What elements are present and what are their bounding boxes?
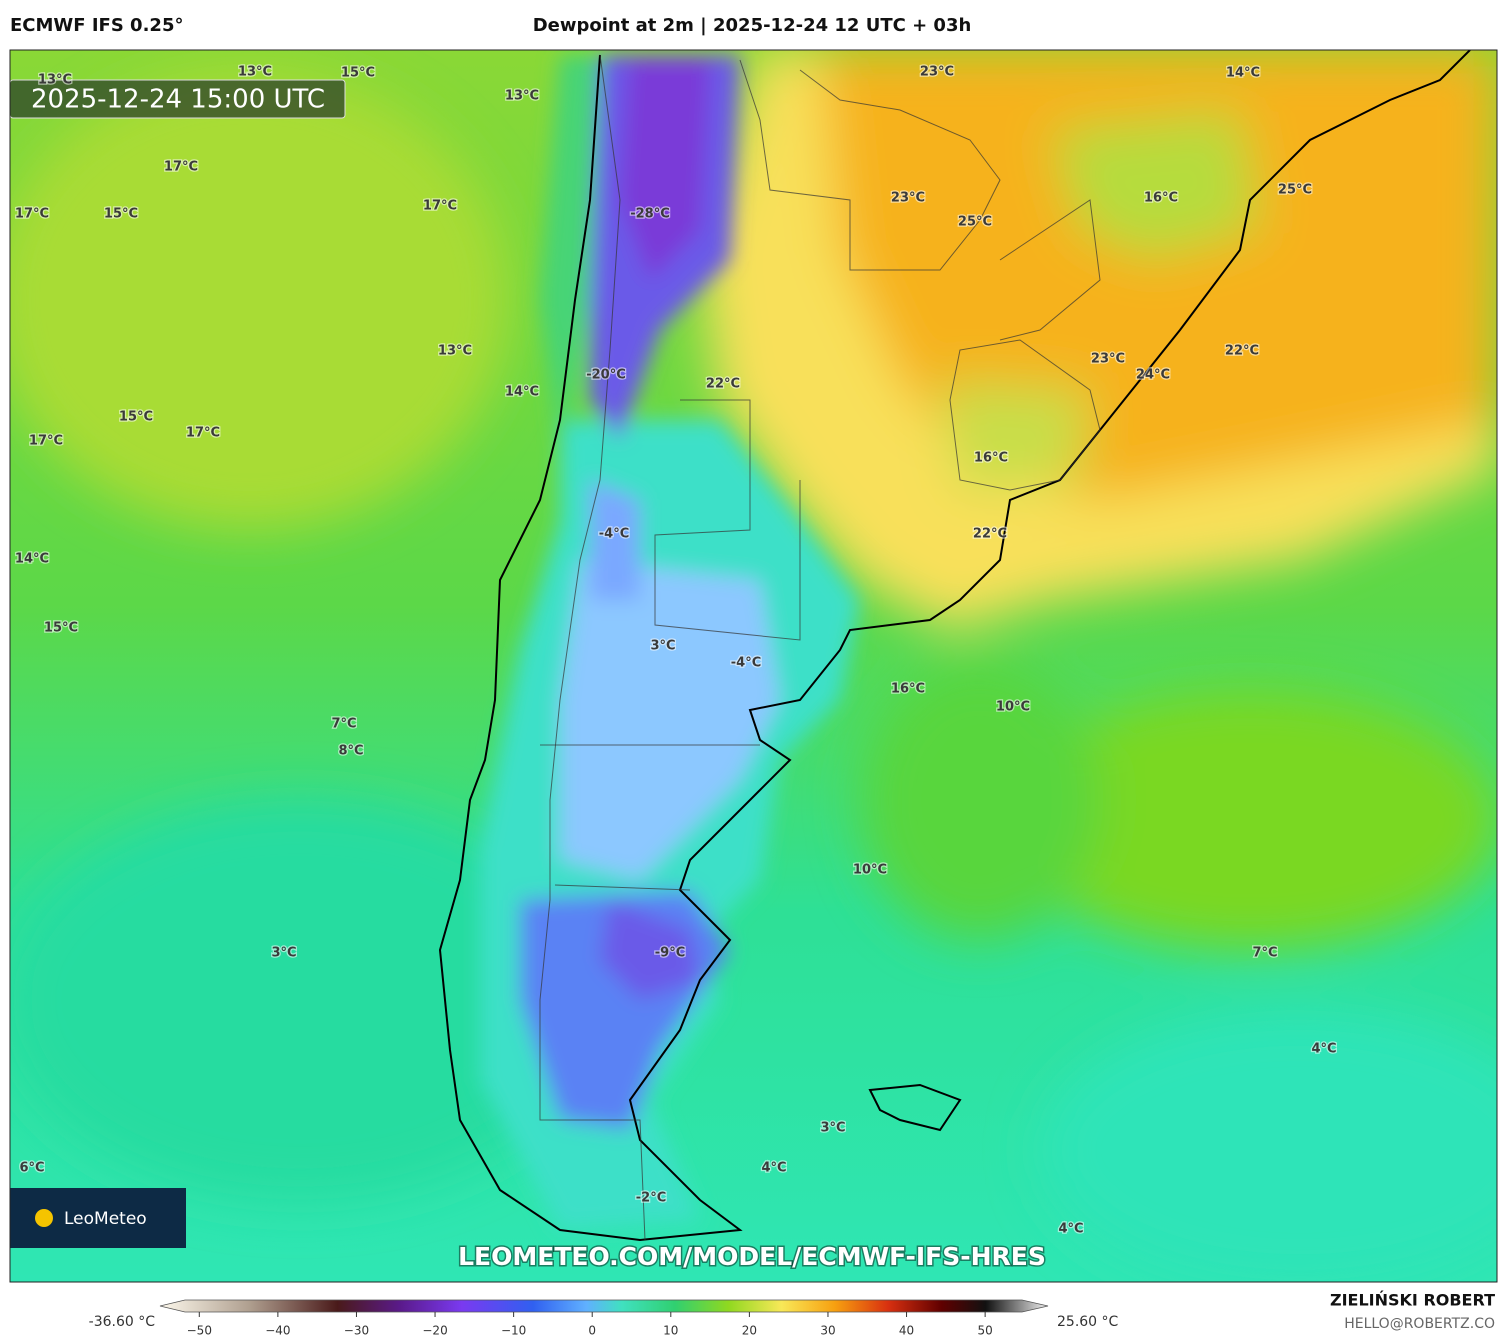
temperature-label: 14°C	[1226, 66, 1260, 81]
temperature-label: 8°C	[338, 744, 363, 759]
colorbar-tick-label: 10	[663, 1324, 678, 1338]
timestamp: 2025-12-24 15:00 UTC	[31, 85, 325, 115]
temperature-label: 22°C	[1225, 344, 1259, 359]
temperature-label: 23°C	[891, 191, 925, 206]
colorbar-tick-label: −30	[344, 1324, 369, 1338]
temperature-label: 17°C	[29, 434, 63, 449]
colorbar-max: 25.60 °C	[1057, 1314, 1119, 1330]
author: ZIELIŃSKI ROBERT	[1330, 1291, 1495, 1310]
temperature-label: 14°C	[15, 552, 49, 567]
map-title: Dewpoint at 2m | 2025-12-24 12 UTC + 03h	[533, 15, 972, 36]
colorbar-tick-label: 40	[899, 1324, 914, 1338]
colorbar-tick-label: 30	[820, 1324, 835, 1338]
temperature-label: -20°C	[586, 368, 626, 383]
temperature-label: 25°C	[958, 215, 992, 230]
temperature-label: -4°C	[599, 527, 629, 542]
colorbar-min: -36.60 °C	[89, 1314, 156, 1330]
colorbar-tick-label: 50	[977, 1324, 992, 1338]
email: HELLO@ROBERTZ.CO	[1344, 1316, 1495, 1332]
temperature-label: 10°C	[996, 700, 1030, 715]
temperature-label: 15°C	[119, 410, 153, 425]
temperature-label: 17°C	[423, 199, 457, 214]
temperature-label: 23°C	[920, 65, 954, 80]
logo-text: LeoMeteo	[64, 1209, 147, 1229]
colorbar-tick-label: 20	[742, 1324, 757, 1338]
temperature-label: -28°C	[630, 207, 670, 222]
colorbar: −50 −40 −30 −20 −10 0 10 20 30 40 50	[159, 1299, 1049, 1338]
temperature-label: 17°C	[186, 426, 220, 441]
colorbar-tick-label: −40	[265, 1324, 290, 1338]
temperature-label: 22°C	[706, 377, 740, 392]
temperature-label: 13°C	[238, 65, 272, 80]
temperature-label: 23°C	[1091, 352, 1125, 367]
temperature-label: 14°C	[505, 385, 539, 400]
temperature-label: 13°C	[505, 89, 539, 104]
temperature-label: 4°C	[1311, 1042, 1336, 1057]
temperature-label: 7°C	[331, 717, 356, 732]
temperature-label: 17°C	[15, 207, 49, 222]
temperature-label: 13°C	[438, 344, 472, 359]
temperature-label: -4°C	[731, 656, 761, 671]
temperature-label: 3°C	[820, 1121, 845, 1136]
temperature-label: 3°C	[650, 639, 675, 654]
temperature-label: 25°C	[1278, 183, 1312, 198]
temperature-label: 3°C	[271, 946, 296, 961]
map-frame	[9, 49, 1498, 1283]
map-labels: 13°C 13°C 15°C 13°C 17°C 17°C 15°C 17°C -28°C 23°…	[14, 63, 1338, 1238]
temperature-label: 15°C	[104, 207, 138, 222]
temperature-label: 7°C	[1252, 946, 1277, 961]
watermark: LEOMETEO.COM/MODEL/ECMWF-IFS-HRES	[458, 1242, 1046, 1271]
temperature-label: 15°C	[341, 66, 375, 81]
colorbar-tick-label: −10	[501, 1324, 526, 1338]
temperature-label: 16°C	[891, 682, 925, 697]
temperature-label: 6°C	[19, 1161, 44, 1176]
temperature-label: 22°C	[973, 527, 1007, 542]
colorbar-tick-label: 0	[588, 1324, 596, 1338]
colorbar-tick-label: −50	[187, 1324, 212, 1338]
field	[10, 50, 1497, 1282]
colorbar-tick-label: −20	[422, 1324, 447, 1338]
logo-sun	[35, 1209, 53, 1227]
temperature-label: -2°C	[636, 1191, 666, 1206]
model-name: ECMWF IFS 0.25°	[10, 15, 183, 36]
temperature-label: 4°C	[761, 1161, 786, 1176]
temperature-label: 4°C	[1058, 1222, 1083, 1237]
temperature-label: 16°C	[974, 451, 1008, 466]
timestamp-box	[10, 79, 346, 119]
temperature-label: 13°C	[38, 73, 72, 88]
temperature-label: 16°C	[1144, 191, 1178, 206]
temperature-label: 17°C	[164, 160, 198, 175]
temperature-label: 15°C	[44, 621, 78, 636]
map: 2025-12-24 15:00 UTC 13°C 13°C 15°C 13°C 17°…	[10, 50, 1497, 1282]
temperature-label: 24°C	[1136, 368, 1170, 383]
land-field	[480, 55, 860, 1230]
temperature-label: 10°C	[853, 863, 887, 878]
colorbar-bar	[159, 1299, 1049, 1313]
temperature-label: -9°C	[655, 946, 685, 961]
